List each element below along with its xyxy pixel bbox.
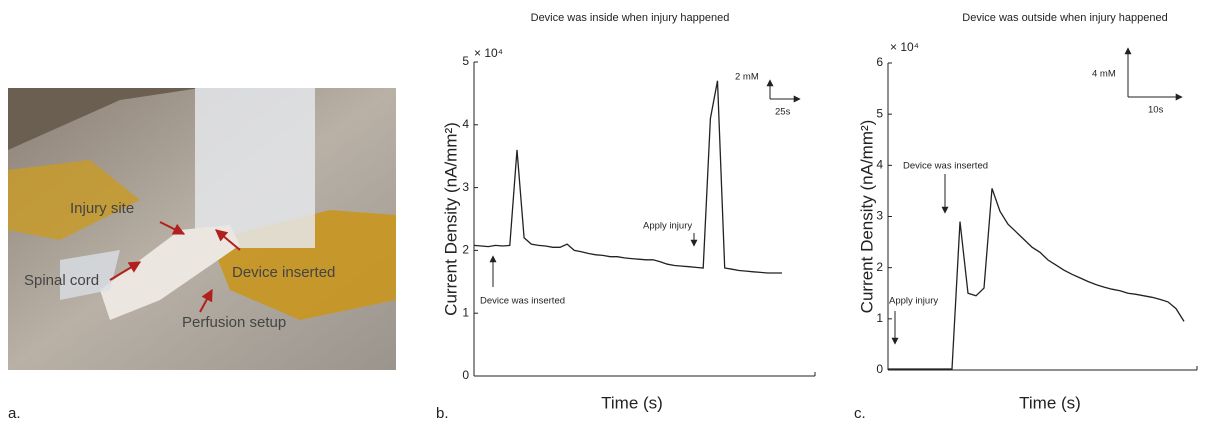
y-tick-label: 0 (462, 368, 469, 382)
annotation: 4 mM (1092, 69, 1116, 80)
y-tick-label: 2 (462, 243, 469, 257)
y-tick-label: 5 (876, 106, 883, 120)
chart-title: Device was inside when injury happened (531, 12, 730, 24)
y-tick-label: 1 (876, 311, 883, 325)
y-tick-label: 3 (462, 180, 469, 194)
annotation: 2 mM (735, 72, 759, 83)
data-line (888, 188, 1185, 370)
y-tick-label: 6 (876, 55, 883, 69)
y-multiplier: × 10⁴ (474, 46, 503, 60)
photo-label: Perfusion setup (182, 314, 286, 331)
y-tick-label: 5 (462, 54, 469, 68)
y-tick-label: 3 (876, 209, 883, 223)
y-tick-label: 4 (462, 117, 469, 131)
photo-label: Spinal cord (24, 272, 99, 289)
annotation: Device was inserted (480, 296, 565, 307)
y-multiplier: × 10⁴ (890, 40, 919, 54)
y-tick-label: 4 (876, 158, 883, 172)
photo: Injury site Device inserted Spinal cord … (8, 88, 396, 370)
chart-title: Device was outside when injury happened (962, 12, 1167, 24)
data-line (473, 80, 782, 274)
annotation: Apply injury (889, 296, 938, 307)
photo-label: Injury site (70, 200, 134, 217)
annotation: Apply injury (643, 221, 692, 232)
y-axis-label: Current Density (nA/mm²) (441, 122, 460, 316)
panel-label: a. (8, 405, 21, 422)
y-tick-label: 0 (876, 362, 883, 376)
panel-label: c. (854, 405, 866, 422)
photo-label: Device inserted (232, 264, 335, 281)
annotation: Device was inserted (903, 161, 988, 172)
y-axis-label: Current Density (nA/mm²) (857, 120, 876, 314)
x-axis-label: Time (s) (601, 393, 663, 412)
annotation: 10s (1148, 105, 1164, 116)
annotation: 25s (775, 107, 791, 118)
y-tick-label: 2 (876, 260, 883, 274)
panel-label: b. (436, 405, 449, 422)
y-tick-label: 1 (462, 305, 469, 319)
x-axis-label: Time (s) (1019, 393, 1081, 412)
